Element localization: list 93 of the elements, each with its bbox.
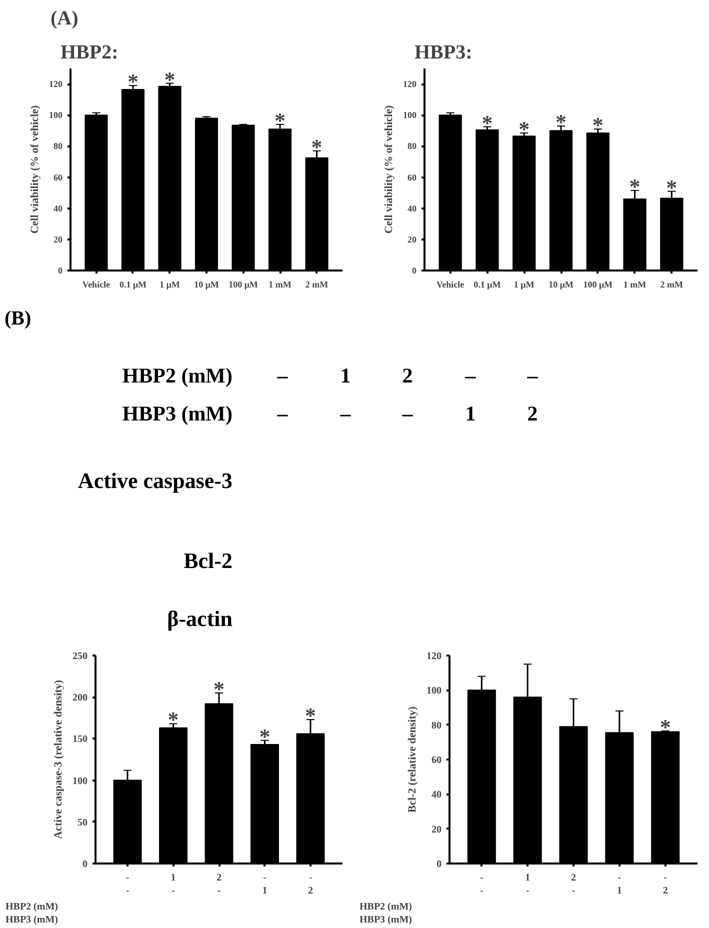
annotation: *: [482, 110, 493, 136]
y-tick-label: 40: [408, 203, 417, 214]
y-tick-label: 20: [408, 234, 417, 244]
annotation: *: [660, 714, 671, 740]
x-tick-label: 1 μM: [514, 280, 535, 290]
x-tick-label: 1 -: [170, 872, 176, 897]
text: HBP3 (mM): [6, 914, 58, 926]
y-tick-label: 0: [436, 859, 442, 870]
annotation: *: [259, 724, 270, 749]
y-tick-label: 0: [412, 266, 417, 276]
x-tick-label: 10 μM: [194, 280, 220, 290]
x-tick-label: 1 mM: [268, 280, 292, 290]
y-tick-label: 20: [54, 234, 63, 244]
y-tick-label: 80: [54, 141, 63, 152]
text: Active caspase-3: [78, 468, 233, 493]
y-tick-label: 0: [58, 266, 63, 276]
x-tick-label: - 1: [616, 872, 622, 897]
text: HBP3 (mM): [122, 402, 233, 426]
text: 2: [402, 364, 413, 388]
text: HBP2 (mM): [6, 902, 58, 912]
text: (B): [4, 308, 32, 330]
text: –: [339, 402, 352, 426]
y-tick-label: 100: [49, 110, 63, 120]
x-tick-label: - 1: [262, 872, 268, 897]
annotation: *: [164, 66, 176, 92]
x-tick-label: Vehicle: [82, 280, 110, 290]
text: –: [401, 402, 414, 426]
y-tick-label: 40: [432, 790, 442, 801]
x-tick-label: 100 μM: [583, 280, 614, 290]
annotation: *: [629, 174, 640, 199]
annotation: *: [311, 134, 322, 160]
x-tick-label: 100 μM: [228, 280, 258, 290]
annotation: *: [274, 108, 286, 133]
y-tick-label: 60: [54, 172, 63, 182]
x-tick-label: - -: [480, 872, 484, 897]
text: 1: [465, 402, 476, 426]
x-tick-label: - 2: [308, 872, 313, 897]
y-tick-label: 60: [408, 172, 417, 182]
text: HBP3 (mM): [360, 914, 412, 926]
text: β-actin: [167, 606, 233, 631]
annotation: *: [214, 676, 224, 702]
y-tick-label: 80: [408, 141, 417, 152]
y-tick-label: 120: [403, 79, 417, 90]
y-tick-label: 20: [432, 824, 442, 836]
x-tick-label: Vehicle: [436, 280, 464, 290]
y-tick-label: 150: [72, 734, 88, 746]
chart-title: HBP3:: [414, 42, 472, 64]
annotation: *: [304, 703, 316, 728]
x-tick-label: 2 mM: [660, 280, 684, 290]
text: Bcl-2: [184, 548, 233, 573]
text: –: [464, 364, 476, 388]
text: HBP2 (mM): [360, 902, 412, 912]
y-axis-title: Cell viability (% of vehicle): [29, 105, 41, 234]
y-tick-label: 120: [426, 651, 442, 662]
y-axis-title: Active caspase-3 (relative density): [52, 680, 64, 839]
x-tick-label: - -: [126, 872, 130, 897]
y-tick-label: 100: [72, 776, 88, 787]
y-tick-label: 120: [49, 79, 63, 90]
x-tick-label: 2 -: [571, 872, 576, 897]
y-tick-label: 0: [82, 859, 88, 870]
text: –: [276, 402, 288, 426]
x-tick-label: 0.1 μM: [119, 280, 148, 290]
y-tick-label: 200: [72, 692, 88, 704]
y-tick-label: 40: [54, 203, 63, 214]
text: 1: [340, 364, 351, 388]
annotation: *: [168, 707, 179, 732]
x-tick-label: - 2: [662, 872, 668, 897]
y-tick-label: 100: [426, 686, 442, 697]
x-tick-label: 2 mM: [305, 280, 329, 290]
text: –: [276, 364, 288, 388]
text: (A): [50, 8, 78, 30]
x-tick-label: 1 mM: [623, 280, 647, 290]
y-axis-title: Bcl-2 (relative density): [406, 706, 418, 813]
annotation: *: [556, 109, 566, 134]
y-axis-title: Cell viability (% of vehicle): [383, 105, 395, 234]
text: 2: [527, 402, 538, 426]
y-tick-label: 50: [78, 817, 88, 828]
x-tick-label: 0.1 μM: [474, 280, 502, 290]
chart-title: HBP2:: [60, 42, 118, 64]
x-tick-label: 1 μM: [160, 280, 180, 290]
x-tick-label: 1 -: [525, 872, 530, 897]
annotation: *: [518, 116, 530, 142]
annotation: *: [592, 112, 604, 138]
y-tick-label: 60: [432, 755, 442, 766]
annotation: *: [666, 174, 678, 200]
annotation: *: [127, 69, 138, 94]
y-tick-label: 100: [403, 110, 417, 120]
y-tick-label: 250: [72, 651, 88, 662]
x-tick-label: 2 -: [216, 872, 222, 897]
text: HBP2 (mM): [122, 364, 233, 388]
y-tick-label: 80: [432, 720, 442, 732]
x-tick-label: 10 μM: [548, 280, 574, 290]
text: –: [526, 364, 538, 388]
